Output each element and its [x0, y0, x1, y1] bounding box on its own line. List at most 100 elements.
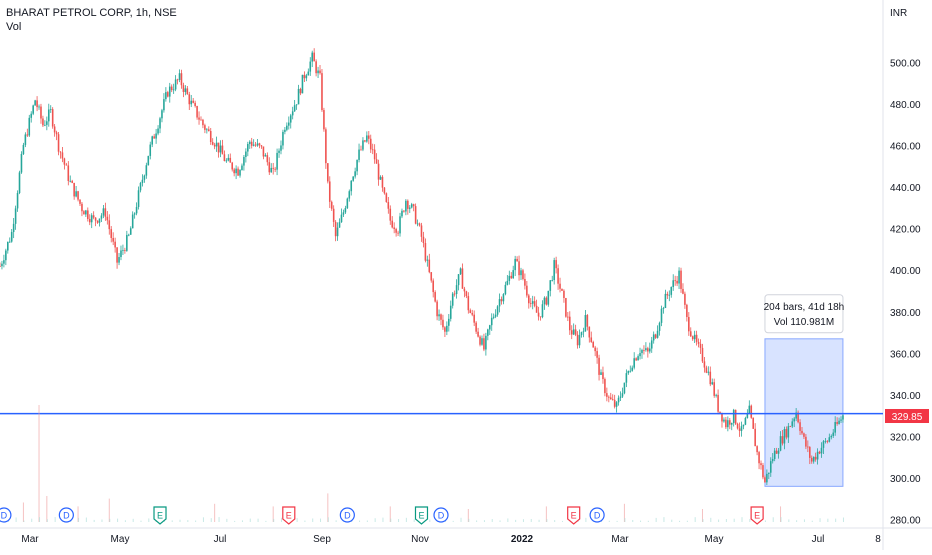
candle-body [516, 258, 518, 262]
candle-body [250, 141, 253, 146]
candle-body [420, 225, 423, 237]
candle-body [807, 446, 809, 448]
volume-bar [54, 517, 56, 522]
candle-body [713, 382, 715, 396]
candle-body [200, 119, 202, 121]
candle-body [725, 419, 727, 428]
volume-bar [788, 519, 790, 522]
candle-body [327, 163, 329, 182]
candle-body [613, 399, 616, 407]
candle-body [609, 397, 612, 400]
candle-body [387, 202, 390, 209]
volume-bar [132, 518, 134, 522]
candle-body [159, 118, 161, 129]
candle-body [629, 370, 632, 372]
candle-body [321, 73, 323, 111]
candle-body [330, 201, 333, 209]
candle-body [381, 176, 384, 188]
candle-body [668, 294, 671, 296]
dividend-event-marker[interactable] [0, 507, 12, 523]
candle-body [709, 371, 712, 385]
candle-body [28, 117, 31, 136]
candle-body [689, 331, 692, 337]
candle-body [65, 164, 68, 166]
candle-body [781, 436, 784, 444]
candle-body [717, 394, 719, 412]
candle-body [555, 260, 557, 269]
volume-bar [764, 520, 766, 522]
candle-body [500, 299, 503, 302]
candle-body [520, 270, 522, 276]
candle-body [174, 79, 177, 90]
earnings-event-marker[interactable] [750, 506, 764, 525]
volume-bar [46, 519, 48, 522]
candle-body [49, 109, 52, 110]
candle-body [703, 361, 706, 368]
volume-bar [561, 520, 563, 522]
y-tick-label: 500.00 [890, 58, 921, 69]
candle-body [549, 280, 552, 291]
symbol-title[interactable]: BHARAT PETROL CORP, 1h, NSE [6, 7, 177, 19]
candle-body [510, 275, 513, 279]
event-label: D [438, 511, 445, 521]
earnings-event-marker[interactable] [567, 506, 581, 525]
volume-bar [312, 518, 314, 522]
volume-bar [655, 517, 657, 522]
volume-legend-label[interactable]: Vol [6, 21, 22, 33]
dividend-event-marker[interactable] [58, 507, 74, 523]
candle-body [768, 472, 770, 474]
candle-body [383, 187, 386, 194]
volume-bar [31, 518, 33, 522]
candle-body [779, 436, 782, 451]
volume-bar [538, 519, 540, 522]
measure-range-box[interactable] [764, 338, 844, 487]
candle-body [469, 310, 472, 313]
candle-body [666, 293, 669, 296]
volume-bar [108, 498, 110, 522]
candle-body [584, 315, 587, 332]
candle-body [762, 465, 764, 478]
candle-body [631, 367, 634, 371]
candle-body [120, 250, 122, 258]
dividend-event-marker[interactable] [433, 507, 449, 523]
volume-bar [819, 518, 821, 522]
candle-body [512, 270, 514, 279]
candle-body [46, 121, 48, 125]
candle-body [545, 297, 548, 305]
candle-body [494, 314, 497, 317]
candle-body [223, 154, 226, 162]
earnings-event-marker[interactable] [414, 506, 429, 525]
candle-body [336, 227, 339, 237]
candle-body [34, 100, 36, 106]
candle-body [1, 263, 3, 267]
candle-body [522, 270, 524, 280]
candle-body [526, 285, 528, 296]
candle-body [828, 437, 831, 442]
volume-bar [187, 520, 189, 522]
candle-body [167, 92, 169, 97]
earnings-event-marker[interactable] [282, 506, 296, 525]
y-tick-label: 380.00 [890, 308, 921, 319]
volume-bar [827, 518, 829, 522]
candle-body [20, 153, 23, 173]
candle-body [412, 204, 415, 207]
candle-body [777, 450, 780, 454]
dividend-event-marker[interactable] [339, 507, 355, 523]
candle-body [59, 151, 62, 153]
volume-bar [483, 520, 485, 522]
candle-body [145, 165, 148, 176]
candle-body [55, 132, 58, 135]
dividend-event-marker[interactable] [589, 507, 605, 523]
candle-body [627, 370, 630, 374]
candle-body [576, 334, 579, 346]
candle-body [356, 159, 358, 172]
event-label: D [63, 511, 70, 521]
candle-body [637, 356, 639, 361]
earnings-event-marker[interactable] [153, 506, 167, 525]
candle-body [262, 146, 265, 157]
candle-body [502, 294, 505, 302]
volume-bar [320, 518, 322, 522]
candle-body [645, 348, 647, 351]
